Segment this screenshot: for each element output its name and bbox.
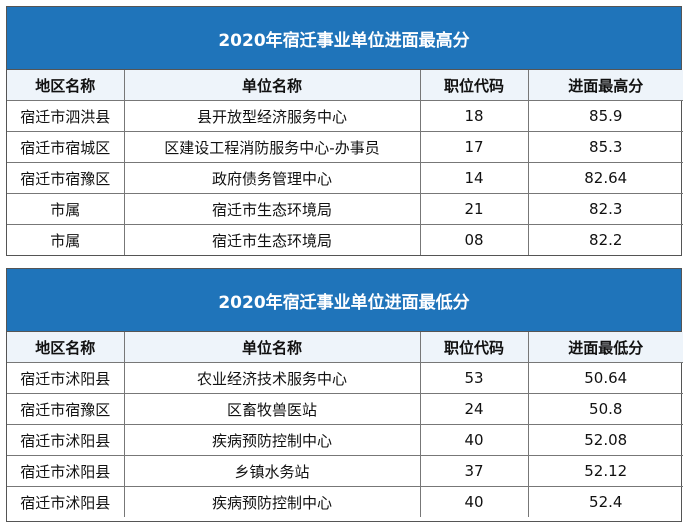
unit-cell: 农业经济技术服务中心 (123, 362, 421, 394)
table-title: 2020年宿迁事业单位进面最低分 (7, 269, 681, 332)
top-score-table: 地区名称 单位名称 职位代码 进面最高分 宿迁市泗洪县 县开放型经济服务中心 1… (7, 70, 683, 255)
score-cell: 85.9 (527, 100, 683, 132)
table-row: 市属 宿迁市生态环境局 21 82.3 (7, 193, 683, 225)
score-cell: 50.64 (527, 362, 683, 394)
score-cell: 82.2 (527, 224, 683, 255)
score-cell: 82.3 (527, 193, 683, 225)
unit-cell: 乡镇水务站 (123, 455, 421, 487)
code-cell: 14 (419, 162, 529, 194)
col-header-region: 地区名称 (7, 70, 125, 101)
code-cell: 18 (419, 100, 529, 132)
region-cell: 宿迁市沭阳县 (7, 424, 125, 456)
code-cell: 08 (419, 224, 529, 255)
code-cell: 21 (419, 193, 529, 225)
table-row: 宿迁市沭阳县 农业经济技术服务中心 53 50.64 (7, 362, 683, 394)
table-row: 宿迁市沭阳县 疾病预防控制中心 40 52.4 (7, 486, 683, 517)
unit-cell: 宿迁市生态环境局 (123, 193, 421, 225)
table-row: 宿迁市沭阳县 乡镇水务站 37 52.12 (7, 455, 683, 487)
region-cell: 市属 (7, 193, 125, 225)
col-header-unit: 单位名称 (123, 332, 421, 363)
unit-cell: 疾病预防控制中心 (123, 424, 421, 456)
col-header-score: 进面最低分 (527, 332, 683, 363)
col-header-unit: 单位名称 (123, 70, 421, 101)
score-cell: 85.3 (527, 131, 683, 163)
table-row: 宿迁市宿城区 区建设工程消防服务中心-办事员 17 85.3 (7, 131, 683, 163)
code-cell: 40 (419, 424, 529, 456)
code-cell: 17 (419, 131, 529, 163)
region-cell: 宿迁市沭阳县 (7, 486, 125, 517)
region-cell: 市属 (7, 224, 125, 255)
table-title: 2020年宿迁事业单位进面最高分 (7, 7, 681, 70)
low-score-table: 地区名称 单位名称 职位代码 进面最低分 宿迁市沭阳县 农业经济技术服务中心 5… (7, 332, 683, 517)
code-cell: 37 (419, 455, 529, 487)
header-row: 地区名称 单位名称 职位代码 进面最高分 (7, 70, 683, 101)
score-cell: 82.64 (527, 162, 683, 194)
header-row: 地区名称 单位名称 职位代码 进面最低分 (7, 332, 683, 363)
unit-cell: 疾病预防控制中心 (123, 486, 421, 517)
unit-cell: 政府债务管理中心 (123, 162, 421, 194)
col-header-region: 地区名称 (7, 332, 125, 363)
col-header-code: 职位代码 (419, 70, 529, 101)
region-cell: 宿迁市沭阳县 (7, 362, 125, 394)
col-header-code: 职位代码 (419, 332, 529, 363)
region-cell: 宿迁市宿豫区 (7, 393, 125, 425)
unit-cell: 区畜牧兽医站 (123, 393, 421, 425)
table-row: 宿迁市宿豫区 区畜牧兽医站 24 50.8 (7, 393, 683, 425)
score-cell: 52.4 (527, 486, 683, 517)
score-cell: 52.08 (527, 424, 683, 456)
table-row: 宿迁市沭阳县 疾病预防控制中心 40 52.08 (7, 424, 683, 456)
code-cell: 40 (419, 486, 529, 517)
region-cell: 宿迁市泗洪县 (7, 100, 125, 132)
score-cell: 52.12 (527, 455, 683, 487)
col-header-score: 进面最高分 (527, 70, 683, 101)
unit-cell: 区建设工程消防服务中心-办事员 (123, 131, 421, 163)
score-cell: 50.8 (527, 393, 683, 425)
code-cell: 24 (419, 393, 529, 425)
code-cell: 53 (419, 362, 529, 394)
table-row: 宿迁市宿豫区 政府债务管理中心 14 82.64 (7, 162, 683, 194)
unit-cell: 宿迁市生态环境局 (123, 224, 421, 255)
region-cell: 宿迁市宿豫区 (7, 162, 125, 194)
region-cell: 宿迁市宿城区 (7, 131, 125, 163)
low-score-panel: 2020年宿迁事业单位进面最低分 地区名称 单位名称 职位代码 进面最低分 宿迁… (6, 268, 683, 522)
table-row: 宿迁市泗洪县 县开放型经济服务中心 18 85.9 (7, 100, 683, 132)
region-cell: 宿迁市沭阳县 (7, 455, 125, 487)
table-row: 市属 宿迁市生态环境局 08 82.2 (7, 224, 683, 255)
unit-cell: 县开放型经济服务中心 (123, 100, 421, 132)
top-score-panel: 2020年宿迁事业单位进面最高分 地区名称 单位名称 职位代码 进面最高分 宿迁… (6, 6, 683, 256)
